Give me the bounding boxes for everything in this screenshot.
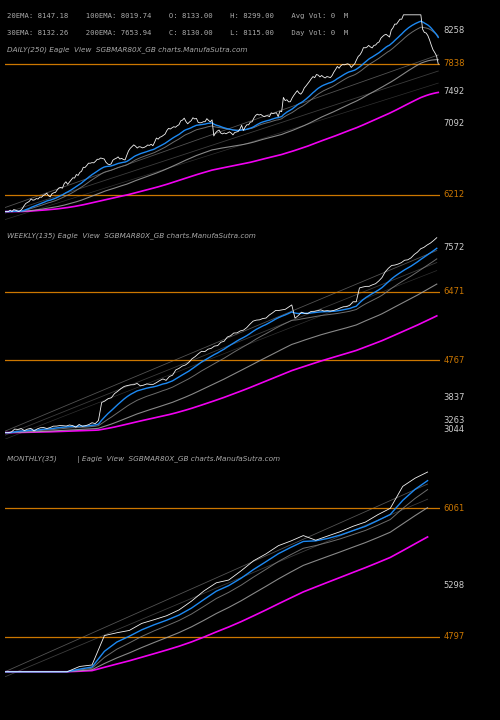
Text: DAILY(250) Eagle  View  SGBMAR80X_GB charts.ManufaSutra.com: DAILY(250) Eagle View SGBMAR80X_GB chart… <box>7 46 248 53</box>
Text: 4797: 4797 <box>444 632 465 641</box>
Text: 30EMA: 8132.26    200EMA: 7653.94    C: 8130.00    L: 8115.00    Day Vol: 0  M: 30EMA: 8132.26 200EMA: 7653.94 C: 8130.0… <box>7 30 348 35</box>
Text: 3837: 3837 <box>443 393 464 402</box>
Text: 3044: 3044 <box>443 425 464 434</box>
Text: WEEKLY(135) Eagle  View  SGBMAR80X_GB charts.ManufaSutra.com: WEEKLY(135) Eagle View SGBMAR80X_GB char… <box>7 233 256 239</box>
Text: 4767: 4767 <box>443 356 464 365</box>
Text: 3263: 3263 <box>443 416 464 425</box>
Text: 7838: 7838 <box>444 60 465 68</box>
Text: 6212: 6212 <box>444 190 464 199</box>
Text: 5298: 5298 <box>444 581 465 590</box>
Text: 6471: 6471 <box>443 287 464 297</box>
Text: 7572: 7572 <box>443 243 464 252</box>
Text: MONTHLY(35)         | Eagle  View  SGBMAR80X_GB charts.ManufaSutra.com: MONTHLY(35) | Eagle View SGBMAR80X_GB ch… <box>7 456 280 463</box>
Text: 20EMA: 8147.18    100EMA: 8019.74    O: 8133.00    H: 8299.00    Avg Vol: 0  M: 20EMA: 8147.18 100EMA: 8019.74 O: 8133.0… <box>7 13 348 19</box>
Text: 7092: 7092 <box>444 120 464 128</box>
Text: 7492: 7492 <box>444 87 464 96</box>
Text: 8258: 8258 <box>444 26 464 35</box>
Text: 6061: 6061 <box>444 504 465 513</box>
